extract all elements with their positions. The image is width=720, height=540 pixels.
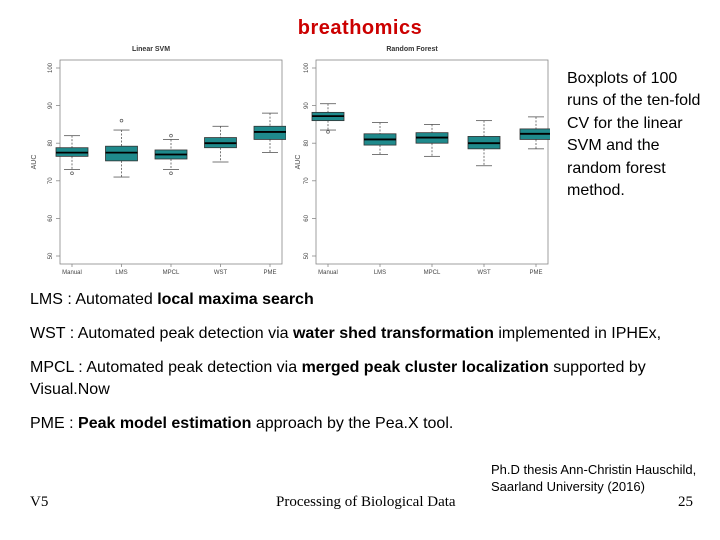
box-lms [363,122,397,155]
x-tick-label: MPCL [163,270,180,276]
chart-caption: Boxplots of 100 runs of the ten-fold CV … [567,70,701,200]
note-lms: LMS : Automated local maxima search [30,289,710,311]
outlier-point [326,130,330,134]
x-tick-label: PME [529,270,542,276]
y-tick-label: 50 [48,252,54,259]
box-wst [204,125,237,163]
note-emphasis: merged peak cluster localization [301,359,549,376]
credit-line-1: Ph.D thesis Ann-Christin Hauschild, [491,462,697,477]
note-text: WST : Automated peak detection via [30,325,293,342]
x-tick-label: WST [214,270,228,276]
x-tick-label: WST [477,270,491,276]
page-number: 25 [678,494,693,510]
chart-title: Linear SVM [132,46,170,53]
credit-line-2: Saarland University (2016) [491,479,645,494]
note-emphasis: local maxima search [157,291,314,308]
iqr-box [253,125,286,140]
y-tick-label: 60 [48,214,54,221]
linear-svm-boxplot: Linear SVM 50 60 70 80 90 100 AUC Manual LMS MPCL W… [31,46,286,276]
y-tick-label: 70 [304,177,310,184]
random-forest-chart: Random Forest 50 60 70 80 90 100 AUC Manual LMS MP… [292,42,550,280]
random-forest-boxplot: Random Forest 50 60 70 80 90 100 AUC Manual LMS MP… [295,46,550,276]
outlier-point [119,118,124,123]
y-axis-label: AUC [295,155,302,170]
y-tick-label: 100 [304,62,310,73]
box-manual [311,103,345,134]
box-pme [253,112,286,153]
chart-title: Random Forest [386,46,438,53]
iqr-box [105,145,138,162]
y-tick-label: 80 [304,139,310,146]
box-mpcl [415,124,449,157]
x-tick-label: LMS [374,270,386,276]
box-pme [519,116,550,150]
x-tick-label: MPCL [424,270,441,276]
y-tick-label: 70 [48,177,54,184]
note-emphasis: Peak model estimation [78,415,252,432]
note-text: supported by Visual.Now [30,359,646,398]
box-mpcl [154,133,188,176]
note-mpcl: MPCL : Automated peak detection via merg… [30,357,710,401]
y-tick-label: 80 [48,139,54,146]
outlier-point [169,133,173,138]
box-lms [105,118,138,178]
footer-course-title: Processing of Biological Data [276,494,456,510]
y-tick-label: 50 [304,252,310,259]
x-tick-label: Manual [62,270,82,276]
box-manual [55,135,89,176]
linear-svm-chart: Linear SVM 50 60 70 80 90 100 AUC Manual LMS MPCL W… [24,42,286,280]
outlier-point [169,171,173,176]
footer-source-credit: Ph.D thesis Ann-Christin Hauschild, Saar… [491,461,696,495]
abbreviation-notes: LMS : Automated local maxima search WST … [30,289,710,447]
note-text: implemented in IPHEx, [493,325,662,342]
y-axis-label: AUC [31,155,38,170]
plot-frame [59,59,283,265]
y-tick-label: 90 [48,102,54,109]
note-text: LMS : Automated [30,291,158,308]
note-pme: PME : Peak model estimation approach by … [30,413,710,435]
footer-lecture-number: V5 [30,494,49,510]
slide-title: breathomics [297,17,423,39]
y-tick-label: 100 [48,62,54,73]
note-text: MPCL : Automated peak detection via [30,359,302,376]
x-tick-label: PME [263,270,276,276]
note-emphasis: water shed transformation [292,325,494,342]
x-tick-label: LMS [115,270,127,276]
note-wst: WST : Automated peak detection via water… [30,323,710,345]
note-text: approach by the Pea.X tool. [251,415,454,432]
plot-frame [315,59,549,265]
box-wst [467,120,501,167]
x-tick-label: Manual [318,270,338,276]
note-text: PME : [30,415,79,432]
outlier-point [70,171,74,176]
y-tick-label: 90 [304,102,310,109]
y-tick-label: 60 [304,214,310,221]
